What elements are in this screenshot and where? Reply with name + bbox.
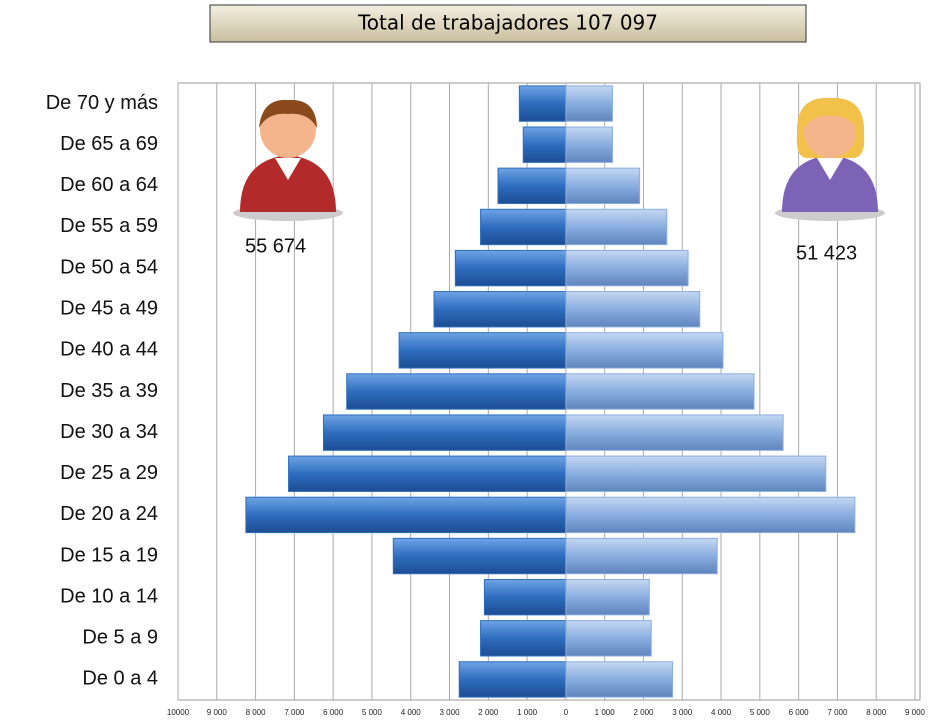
bar	[346, 373, 567, 410]
x-tick-label: 9 000	[905, 708, 926, 717]
bar	[565, 537, 718, 575]
bar	[398, 332, 567, 369]
y-tick-label: De 10 a 14	[60, 585, 158, 607]
bar	[565, 661, 674, 698]
x-tick-label: 7 000	[284, 708, 305, 717]
y-tick-label: De 70 y más	[46, 92, 158, 114]
x-tick-label: 9 000	[207, 708, 228, 717]
y-tick-label: De 55 a 59	[60, 215, 158, 237]
bar	[497, 167, 567, 205]
x-tick-label: 7 000	[827, 708, 848, 717]
y-tick-label: De 30 a 34	[60, 421, 158, 443]
y-tick-label: De 15 a 19	[60, 544, 158, 566]
y-tick-label: De 25 a 29	[60, 462, 158, 484]
annotation: 51 423	[796, 242, 857, 264]
y-tick-label: De 20 a 24	[60, 503, 158, 525]
y-tick-label: De 35 a 39	[60, 380, 158, 402]
x-tick-label: 6 000	[789, 708, 810, 717]
bar	[483, 578, 567, 616]
y-tick-label: De 50 a 54	[60, 256, 158, 278]
bar	[322, 414, 567, 451]
bar	[454, 249, 567, 287]
bar	[565, 167, 641, 205]
chart-title: Total de trabajadores 107 097	[357, 11, 658, 35]
x-tick-label: 3 000	[672, 708, 693, 717]
y-tick-label: De 65 a 69	[60, 133, 158, 155]
woman-icon	[775, 97, 885, 221]
bar	[565, 496, 856, 534]
bar	[565, 126, 613, 163]
y-tick-label: De 45 a 49	[60, 298, 158, 320]
x-tick-label: 1 000	[517, 708, 538, 717]
x-tick-label: 2 000	[478, 708, 499, 717]
y-tick-label: De 0 a 4	[82, 668, 158, 690]
y-tick-label: De 40 a 44	[60, 339, 158, 361]
x-tick-label: 3 000	[440, 708, 461, 717]
bar	[288, 455, 567, 492]
x-tick-label: 1 000	[595, 708, 616, 717]
bar	[565, 85, 613, 122]
bar	[565, 414, 784, 451]
x-tick-label: 8 000	[246, 708, 267, 717]
x-tick-label: 4 000	[401, 708, 422, 717]
bar	[480, 208, 567, 246]
y-tick-label: De 60 a 64	[60, 174, 158, 196]
bar	[565, 291, 701, 328]
bar	[480, 620, 567, 657]
bar	[518, 85, 567, 122]
bar	[245, 496, 567, 534]
bar	[565, 373, 755, 410]
x-tick-label: 5 000	[362, 708, 383, 717]
x-tick-label: 5 000	[750, 708, 771, 717]
bar	[458, 661, 567, 698]
bar	[565, 620, 652, 657]
x-tick-label: 4 000	[711, 708, 732, 717]
x-tick-label: 2 000	[633, 708, 654, 717]
bar	[565, 249, 689, 287]
man-icon	[233, 99, 343, 221]
bar	[565, 332, 724, 369]
bar	[392, 537, 567, 575]
x-tick-label: 8 000	[866, 708, 887, 717]
x-tick-label: 6 000	[323, 708, 344, 717]
bar	[522, 126, 567, 163]
annotation: 55 674	[245, 235, 306, 257]
x-tick-label: 10000	[167, 708, 190, 717]
y-tick-label: De 5 a 9	[82, 627, 158, 649]
bar	[565, 455, 827, 492]
title-box	[209, 4, 807, 43]
bar	[433, 291, 567, 328]
bar	[565, 208, 668, 246]
bar	[565, 578, 650, 616]
x-tick-label: 0	[564, 708, 569, 717]
